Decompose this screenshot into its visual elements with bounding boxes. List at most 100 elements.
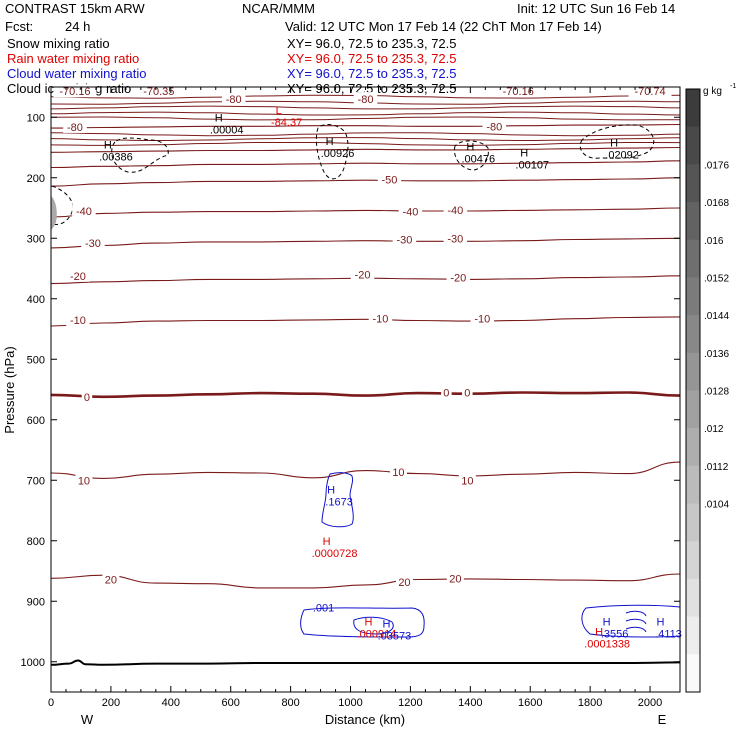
- contour-label: -10: [474, 314, 490, 326]
- extremum-symbol: H: [520, 148, 528, 160]
- colorbar-swatch: [686, 315, 700, 354]
- colorbar-units-exponent: -1: [730, 83, 736, 90]
- contour-label: 20: [398, 577, 410, 589]
- temperature-contour-line: [50, 105, 681, 110]
- cloud-water-contour: [353, 616, 394, 635]
- contour-label-bg: [353, 92, 378, 106]
- colorbar-swatch: [686, 277, 700, 316]
- colorbar-units: g kg: [703, 86, 722, 97]
- extremum-symbol: H: [323, 536, 331, 548]
- direction-east: E: [658, 712, 667, 727]
- x-tick-label: 1000: [338, 697, 362, 709]
- contour-label-bg: [368, 311, 393, 325]
- y-tick-label: 1000: [21, 657, 45, 669]
- x-tick-label: 1200: [398, 697, 422, 709]
- y-tick-label: 200: [27, 173, 45, 185]
- colorbar-swatch: [686, 164, 700, 203]
- x-tick-label: 0: [48, 697, 54, 709]
- y-tick-label: 800: [27, 536, 45, 548]
- colorbar-frame: [685, 88, 701, 693]
- colorbar-swatch: [686, 126, 700, 165]
- x-tick-label: 1400: [458, 697, 482, 709]
- y-tick-label: 900: [27, 596, 45, 608]
- extremum-value: .3556: [601, 628, 629, 640]
- extremum-value: .000914: [357, 628, 397, 640]
- temperature-contour-line: [50, 111, 681, 116]
- field-xy-cloud-ice: XY= 96.0, 72.5 to 235.3, 72.5: [287, 81, 457, 96]
- extremum-value: .03573: [378, 630, 412, 642]
- contour-label-bg: [482, 119, 507, 133]
- contour-label: -70.16: [503, 86, 534, 98]
- contour-label: -30: [396, 234, 412, 246]
- contour-label-bg: [75, 473, 93, 487]
- contour-label: -30: [85, 238, 101, 250]
- contour-label-bg: [81, 236, 105, 250]
- extremum-symbol: H: [610, 137, 618, 149]
- contour-label: -80: [486, 121, 502, 133]
- contour-label-bg: [462, 385, 473, 399]
- colorbar-label: .0136: [704, 349, 729, 360]
- contour-label: -80: [358, 94, 374, 106]
- temperature-contour-line: [50, 316, 681, 327]
- snow-contour: [111, 137, 169, 173]
- y-axis-title: Pressure (hPa): [2, 346, 17, 433]
- contour-label: -70.35: [143, 86, 174, 98]
- x-tick-label: 200: [102, 697, 120, 709]
- colorbar-swatch: [686, 503, 700, 542]
- colorbar-label: .016: [704, 236, 724, 247]
- extremum-value: .02092: [605, 149, 639, 161]
- contour-label: 0: [464, 388, 470, 400]
- colorbar-swatch: [686, 616, 700, 655]
- x-tick-label: 400: [162, 697, 180, 709]
- extremum-value: .00926: [321, 148, 355, 160]
- contour-label: 20: [449, 573, 461, 585]
- y-tick-label: 500: [27, 354, 45, 366]
- temperature-contour-line: [50, 461, 681, 479]
- temperature-contour-line: [50, 123, 681, 129]
- contour-label-bg: [72, 204, 96, 218]
- contour-label-bg: [389, 464, 407, 478]
- contour-label-bg: [470, 311, 495, 325]
- field-xy-snow: XY= 96.0, 72.5 to 235.3, 72.5: [287, 36, 457, 51]
- contour-label: -20: [450, 273, 466, 285]
- contour-label-bg: [392, 232, 417, 246]
- extremum-value: .00386: [99, 152, 133, 164]
- y-tick-label: 700: [27, 475, 45, 487]
- extremum-symbol: H: [603, 616, 611, 628]
- x-tick-label: 600: [222, 697, 240, 709]
- colorbar-swatch: [686, 89, 700, 128]
- colorbar-swatch: [686, 352, 700, 391]
- colorbar-swatch: [686, 578, 700, 618]
- colorbar-label: .0128: [704, 387, 729, 398]
- extremum-value: .0001338: [584, 639, 630, 651]
- colorbar: .0176 .0168 .016 .0152 .0144 .0136 .0128 .012 .0…: [685, 88, 729, 693]
- colorbar-swatch: [686, 541, 700, 580]
- contour-label: -10: [373, 314, 389, 326]
- init-time: Init: 12 UTC Sun 16 Feb 14: [517, 1, 676, 16]
- temperature-contour-line: [50, 207, 681, 218]
- valid-time: Valid: 12 UTC Mon 17 Feb 14 (22 ChT Mon …: [285, 19, 602, 34]
- contour-label: -40: [76, 206, 92, 218]
- field-name-rain: Rain water mixing ratio: [7, 51, 140, 66]
- cloud-ice-shading: [51, 196, 57, 230]
- x-tick-label: 1600: [518, 697, 542, 709]
- extremum-value: -84.37: [271, 117, 302, 129]
- x-tick-label: 1800: [578, 697, 602, 709]
- x-axis-title: Distance (km): [325, 712, 405, 727]
- colorbar-swatch: [686, 202, 700, 241]
- x-tick-label: 2000: [638, 697, 662, 709]
- cloud-water-contour: [300, 607, 425, 638]
- y-tick-label: 300: [27, 233, 45, 245]
- colorbar-swatch: [686, 390, 700, 429]
- temperature-contour-line: [50, 237, 681, 249]
- extremum-value: .4113: [655, 628, 682, 640]
- contour-label: -40: [447, 205, 463, 217]
- temperature-contour-line: [50, 391, 681, 399]
- fcst-value: 24 h: [65, 19, 91, 34]
- terrain-profile: [50, 659, 681, 666]
- contour-label: -30: [447, 233, 463, 245]
- contour-label-bg: [443, 231, 468, 245]
- y-tick-label: 100: [27, 112, 45, 124]
- contour-label-bg: [81, 389, 93, 403]
